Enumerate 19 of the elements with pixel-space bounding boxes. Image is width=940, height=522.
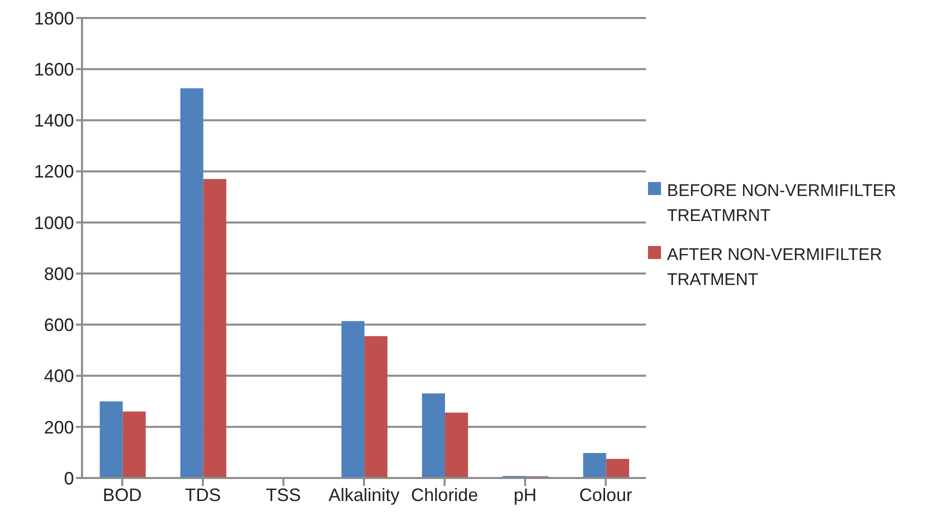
y-tick-label: 600 bbox=[44, 315, 74, 336]
y-tick-label: 200 bbox=[44, 417, 74, 438]
y-tick-label: 1400 bbox=[34, 110, 74, 131]
x-tick-label: TDS bbox=[184, 484, 221, 505]
y-tick-label: 1200 bbox=[34, 162, 74, 182]
legend-label: BEFORE NON-VERMIFILTER TREATMRNT bbox=[667, 180, 898, 227]
x-tick-label: pH bbox=[514, 484, 537, 505]
x-tick-label: Alkalinity bbox=[328, 484, 400, 505]
y-tick-label: 800 bbox=[44, 264, 74, 284]
y-tick-label: 1600 bbox=[34, 60, 74, 80]
x-tick-label: Chloride bbox=[411, 484, 478, 505]
y-tick-label: 0 bbox=[64, 468, 74, 488]
y-tick-label: 1000 bbox=[34, 212, 74, 233]
y-tick-label: 400 bbox=[44, 366, 74, 386]
legend-label: AFTER NON-VERMIFILTER TRATMENT bbox=[667, 244, 884, 291]
x-tick-label: BOD bbox=[102, 484, 142, 505]
x-tick-label: TSS bbox=[266, 484, 301, 505]
y-tick-label: 1800 bbox=[34, 8, 74, 28]
x-tick-label: Colour bbox=[579, 484, 632, 505]
